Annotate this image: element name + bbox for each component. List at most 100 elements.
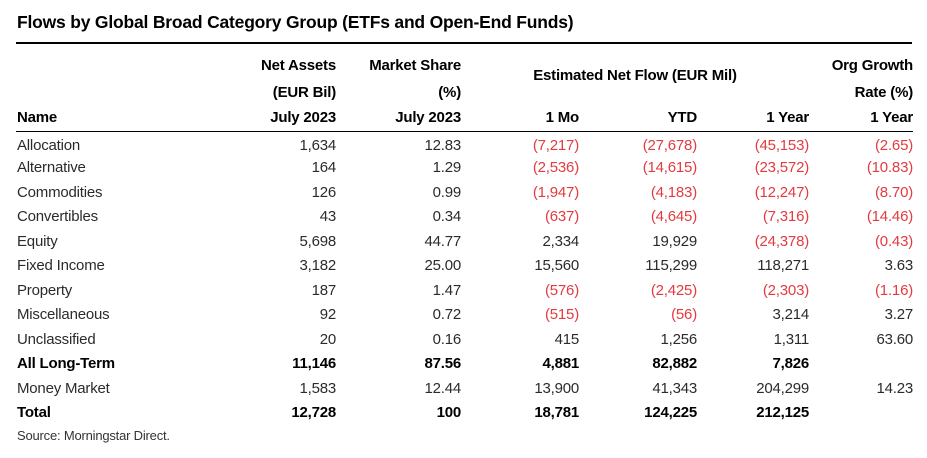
org-growth-cell: 3.63 (884, 257, 914, 275)
org-growth-cell: 3.27 (884, 306, 914, 324)
category-name: All Long-Term (17, 355, 115, 373)
market-share-cell: 12.83 (424, 136, 461, 154)
flow-1mo-cell: 2,334 (542, 232, 579, 250)
header-spacer (16, 44, 216, 74)
col-header-ytd: YTD (667, 108, 698, 126)
org-growth-cell: 14.23 (876, 379, 914, 397)
table-row: Money Market 1,583 12.44 13,900 41,343 2… (16, 376, 913, 401)
header-row-2: (EUR Bil) (%) Rate (%) (16, 74, 913, 101)
flow-1mo-cell: 15,560 (534, 257, 579, 275)
flow-1year-cell: 3,214 (772, 306, 810, 324)
market-share-cell: 100 (436, 404, 462, 422)
flow-1mo-cell: (637) (544, 208, 579, 226)
flow-1year-cell: 1,311 (773, 330, 810, 348)
category-name: Total (17, 404, 51, 422)
col-group-estimated-net-flow: Estimated Net Flow (EUR Mil) (533, 67, 737, 84)
col-header-market-share: Market Share (369, 57, 461, 74)
source-note: Source: Morningstar Direct. (17, 428, 170, 443)
table-row: Unclassified 20 0.16 415 1,256 1,311 63.… (16, 327, 913, 352)
org-growth-cell: (1.16) (875, 281, 914, 299)
flow-1mo-cell: (515) (544, 306, 579, 324)
flow-1year-cell: 7,826 (772, 355, 810, 373)
net-assets-cell: 5,698 (299, 232, 336, 250)
flow-1mo-cell: (1,947) (532, 183, 579, 201)
net-assets-cell: 126 (311, 183, 337, 201)
flow-1year-cell: 212,125 (756, 404, 810, 422)
category-name: Unclassified (17, 330, 96, 348)
table-row: Alternative 164 1.29 (2,536) (14,615) (2… (16, 156, 913, 181)
table-row: Allocation 1,634 12.83 (7,217) (27,678) … (16, 131, 913, 156)
market-share-cell: 25.00 (424, 257, 461, 275)
header-row-1: Net Assets Market Share Estimated Net Fl… (16, 44, 914, 84)
market-share-cell: 12.44 (424, 379, 461, 397)
flow-ytd-cell: (4,183) (650, 183, 697, 201)
page-title: Flows by Global Broad Category Group (ET… (17, 12, 574, 32)
org-growth-cell: (8.70) (875, 183, 914, 201)
flow-1year-cell: 204,299 (756, 379, 810, 397)
net-assets-cell: 3,182 (299, 257, 336, 275)
table-row-all-long-term: All Long-Term 11,146 87.56 4,881 82,882 … (16, 352, 913, 377)
flow-ytd-cell: (2,425) (650, 281, 697, 299)
flow-1year-cell: (12,247) (754, 183, 810, 201)
category-name: Convertibles (17, 208, 98, 226)
market-share-cell: 1.29 (432, 159, 462, 177)
flow-ytd-cell: (56) (671, 306, 697, 324)
col-header-net-assets-period: July 2023 (270, 108, 336, 126)
header-row-3: Name July 2023 July 2023 1 Mo YTD 1 Year… (16, 101, 913, 131)
category-name: Money Market (17, 379, 110, 397)
flow-1year-cell: (2,303) (762, 281, 810, 299)
flow-ytd-cell: 41,343 (652, 379, 697, 397)
flow-ytd-cell: 19,929 (652, 232, 697, 250)
table-header: Net Assets Market Share Estimated Net Fl… (16, 44, 913, 131)
table-row: Convertibles 43 0.34 (637) (4,645) (7,31… (16, 205, 913, 230)
col-header-name: Name (17, 108, 58, 126)
col-header-market-share-period: July 2023 (395, 108, 461, 126)
org-growth-cell (809, 352, 913, 377)
net-assets-cell: 11,146 (292, 355, 336, 373)
col-header-net-assets-unit: (EUR Bil) (272, 84, 336, 101)
flow-1year-cell: 118,271 (757, 257, 810, 275)
flow-ytd-cell: 1,256 (660, 330, 697, 348)
table-row-total: Total 12,728 100 18,781 124,225 212,125 (16, 401, 913, 426)
category-name: Equity (17, 232, 58, 250)
net-assets-cell: 164 (311, 159, 337, 177)
table-row: Property 187 1.47 (576) (2,425) (2,303) … (16, 278, 913, 303)
flow-ytd-cell: (4,645) (650, 208, 697, 226)
org-growth-cell: 63.60 (876, 330, 914, 348)
col-header-org-growth: Org Growth (831, 57, 914, 74)
category-name: Alternative (17, 159, 86, 177)
flow-1mo-cell: (576) (544, 281, 579, 299)
table-body: Allocation 1,634 12.83 (7,217) (27,678) … (16, 131, 913, 425)
category-name: Property (17, 281, 73, 299)
flow-1year-cell: (45,153) (754, 136, 810, 154)
market-share-cell: 0.16 (432, 330, 462, 348)
org-growth-cell: (2.65) (875, 136, 914, 154)
net-assets-cell: 20 (319, 330, 336, 348)
flow-1year-cell: (23,572) (754, 159, 810, 177)
flow-ytd-cell: 82,882 (652, 355, 697, 373)
table-row: Miscellaneous 92 0.72 (515) (56) 3,214 3… (16, 303, 913, 328)
flow-1mo-cell: (2,536) (532, 159, 579, 177)
col-header-market-share-unit: (%) (438, 84, 461, 101)
flow-ytd-cell: 124,225 (644, 404, 697, 422)
flow-1mo-cell: 415 (554, 330, 580, 348)
market-share-cell: 87.56 (424, 355, 461, 373)
market-share-cell: 0.99 (432, 183, 462, 201)
net-assets-cell: 1,634 (299, 136, 336, 154)
flow-ytd-cell: 115,299 (645, 257, 697, 275)
org-growth-cell: (0.43) (875, 232, 914, 250)
col-header-1mo: 1 Mo (545, 108, 580, 126)
net-assets-cell: 12,728 (291, 404, 336, 422)
market-share-cell: 44.77 (424, 232, 461, 250)
category-name: Commodities (17, 183, 103, 201)
flow-1mo-cell: 4,881 (542, 355, 579, 373)
market-share-cell: 0.72 (432, 306, 462, 324)
table-row: Commodities 126 0.99 (1,947) (4,183) (12… (16, 180, 913, 205)
market-share-cell: 1.47 (432, 281, 462, 299)
flow-1year-cell: (7,316) (762, 208, 810, 226)
col-header-org-growth-period: 1 Year (870, 108, 914, 126)
flow-ytd-cell: (27,678) (642, 136, 697, 154)
flow-1mo-cell: (7,217) (532, 136, 579, 154)
category-name: Miscellaneous (17, 306, 110, 324)
